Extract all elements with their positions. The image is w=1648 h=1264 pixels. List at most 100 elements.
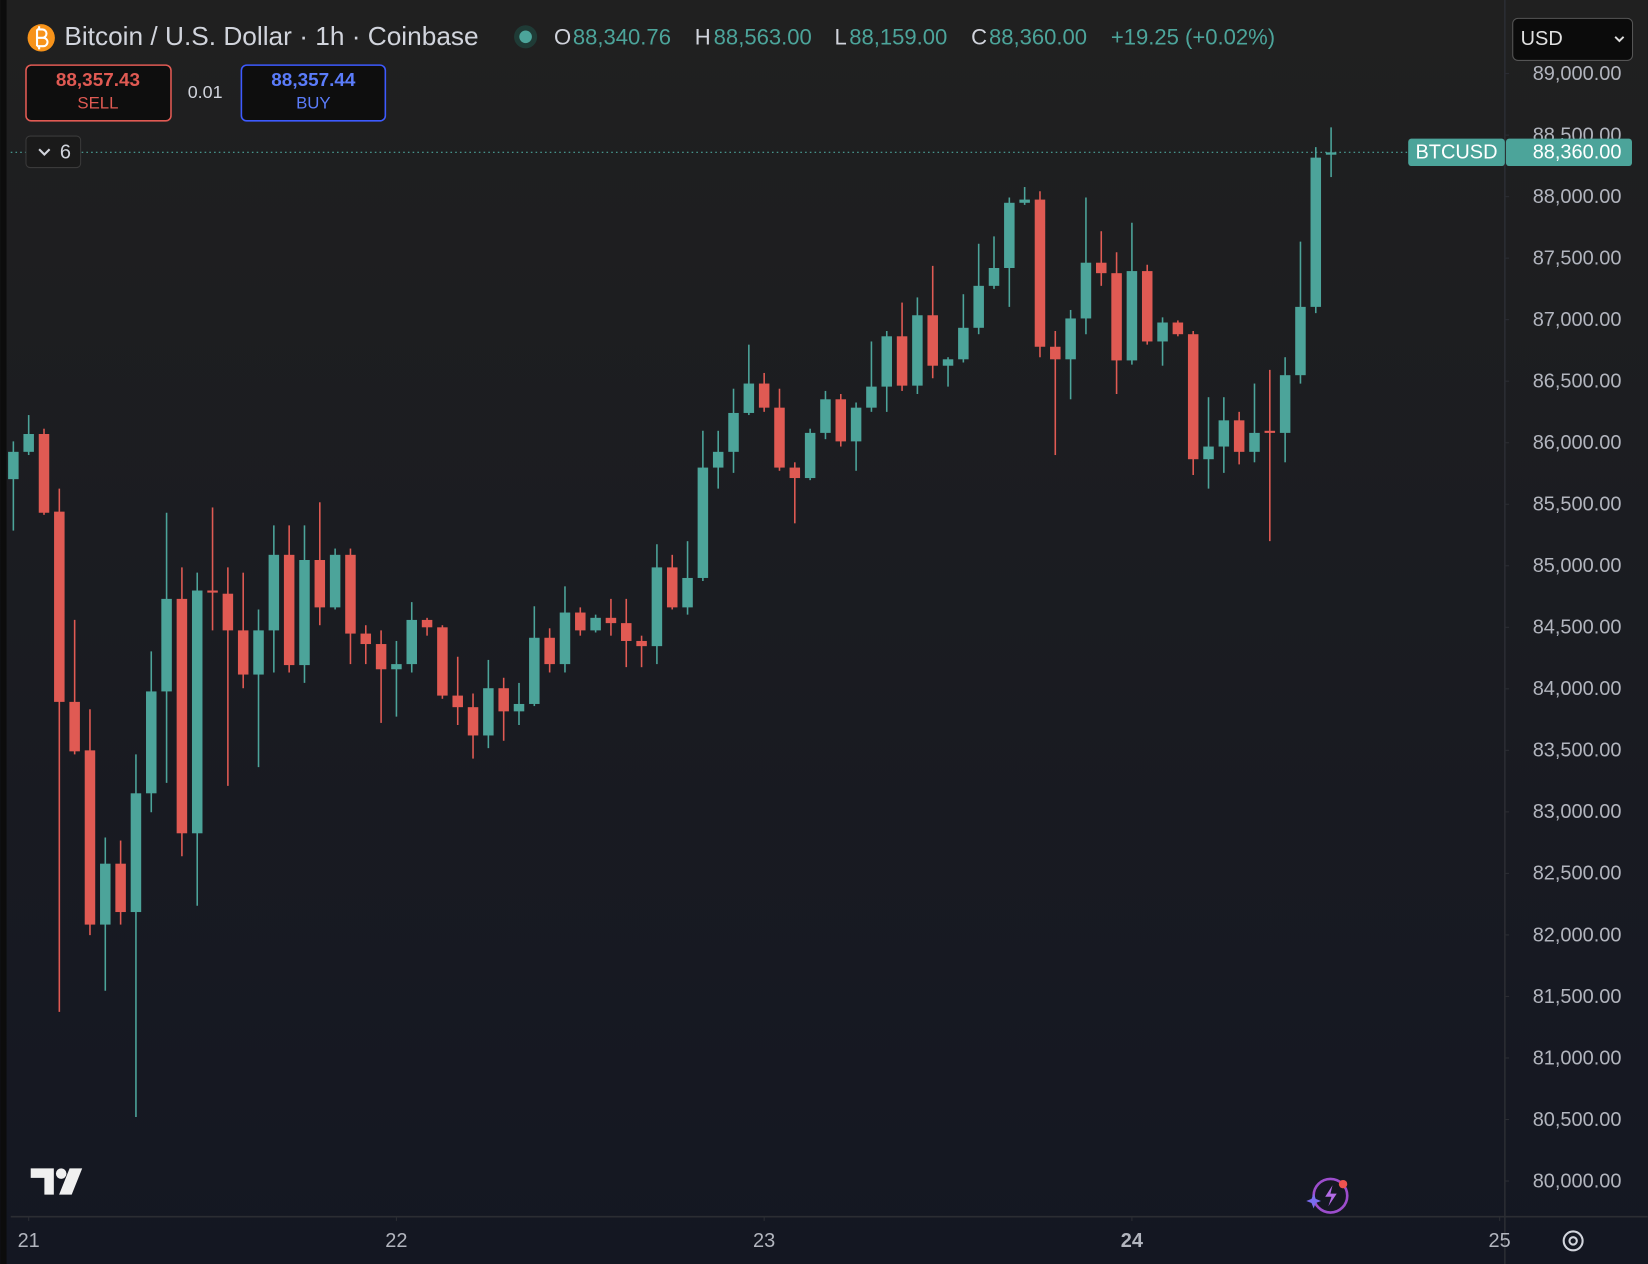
y-tick-label: 87,000.00 [1533,309,1622,331]
sell-button[interactable] [25,64,172,122]
bitcoin-glyph [35,26,49,50]
y-tick-label: 80,000.00 [1533,1170,1622,1192]
candle-body [1080,262,1092,319]
x-tick-label: 23 [753,1230,775,1252]
dropdown-chevron [1614,36,1625,43]
low-value: 88,159.00 [849,25,947,50]
high-value: 88,563.00 [714,25,812,50]
candle-body [1019,199,1030,203]
candle-body [1111,273,1122,361]
header: Bitcoin / U.S. Dollar · 1h · Coinbase O … [27,21,1275,52]
currency-label: USD [1521,28,1563,50]
candle-body [8,451,19,480]
candle-body [237,630,249,675]
candle-body [682,577,693,608]
candle-body [54,511,65,702]
candle-body [69,701,80,752]
left-edge [0,0,7,1264]
currency-dropdown[interactable]: USD [1512,17,1634,61]
candle-body [605,617,617,624]
candle-body [1279,375,1291,433]
indicators-box[interactable] [25,135,82,169]
candle-body [850,407,862,442]
candle-body [130,793,142,913]
axes: 80,000.00 80,500.00 81,000.00 81,500.00 82,0… [18,63,1632,1252]
candle-body [988,268,1000,286]
candle-body [1264,430,1276,433]
symbol-title[interactable]: Bitcoin / U.S. Dollar · 1h · Coinbase [64,21,478,51]
y-tick-label: 84,000.00 [1533,678,1622,700]
last-price-label: 88,360.00 [1533,142,1622,164]
candle-body [544,637,555,665]
assistant-bolt [1325,1185,1337,1207]
candle-body [191,590,203,834]
candle-body [115,863,126,913]
candle-body [804,432,816,479]
currency-box[interactable] [1512,17,1634,61]
logo-part [55,1168,67,1179]
gear-outer [1562,1230,1584,1252]
y-tick-label: 83,000.00 [1533,801,1622,823]
candle-body [866,386,877,408]
spread: 0.01 [188,82,223,102]
sell-price: 88,357.43 [56,70,140,91]
close-value: 88,360.00 [989,25,1087,50]
candle-body [881,336,892,387]
assistant-badge [1338,1179,1348,1189]
y-tick-label: 89,000.00 [1533,63,1622,85]
buy-button[interactable] [240,64,387,122]
candle-body [1065,318,1076,360]
candle-body [666,567,678,608]
candle-body [176,598,188,834]
candle-body [912,315,923,386]
candle-body [590,617,601,631]
close-label: C [971,25,987,50]
candle-body [268,554,280,631]
candle-body [1034,199,1046,347]
indicators-toggle[interactable]: 6 [25,135,82,169]
candle-body [1096,262,1107,274]
plot-area [8,127,1409,1118]
candle-body [360,633,372,645]
candle-body [283,554,295,666]
candle-body [467,707,479,736]
candle-body [1141,271,1153,342]
tradingview-logo[interactable] [30,1168,83,1195]
buy-label: BUY [296,93,331,112]
candle-body [437,627,448,696]
candle-body [1249,432,1260,452]
x-tick-label: 21 [18,1230,40,1252]
trade-panel: 88,357.43 SELL 0.01 88,357.44 BUY [25,64,387,122]
candle-body [529,637,540,704]
y-tick-label: 82,000.00 [1533,924,1622,946]
open-value: 88,340.76 [573,25,671,50]
candle-body [1004,202,1015,269]
sell-label: SELL [77,93,118,112]
symbol-label: BTCUSD [1416,142,1498,164]
candle-body [559,612,571,665]
y-tick-label: 80,500.00 [1533,1109,1622,1131]
candle-body [697,467,709,578]
candle-body [23,433,34,452]
candle-body [896,336,908,386]
candle-body [1233,420,1245,452]
buy-price: 88,357.44 [271,70,356,91]
candle-body [774,407,785,468]
candle-body [1325,152,1337,155]
assistant-icon[interactable] [1306,1177,1349,1214]
y-tick-label: 84,500.00 [1533,617,1622,639]
candle-body [38,433,50,513]
candle-body [789,467,801,479]
gear-inner [1568,1236,1578,1246]
candle-body [942,359,954,366]
y-tick-label: 88,000.00 [1533,186,1622,208]
candle-body [222,593,234,631]
candle-body [651,567,663,647]
candle-body [253,630,264,675]
candle-body [927,315,938,366]
candle-body [299,560,310,666]
market-status-dot [519,30,532,44]
settings-button[interactable] [1562,1230,1584,1252]
candle-body [1126,271,1138,361]
